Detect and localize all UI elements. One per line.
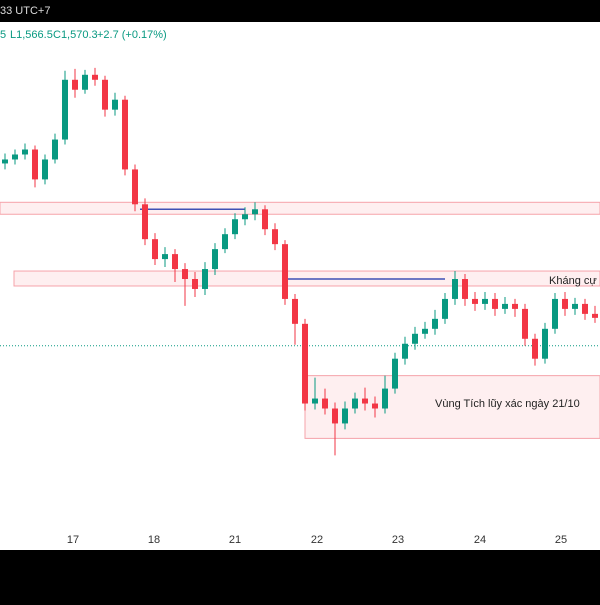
candle-body — [322, 398, 328, 409]
candle-body — [122, 99, 128, 170]
ohlc-change: +2.7 (+0.17%) — [97, 29, 167, 41]
candle-body — [22, 149, 28, 155]
candle-body — [362, 398, 368, 404]
candle-body — [292, 298, 298, 324]
candle-body — [192, 279, 198, 289]
candle-body — [42, 159, 48, 180]
candle-body — [242, 214, 248, 220]
candle-body — [342, 408, 348, 424]
candle-body — [102, 79, 108, 110]
candle-body — [282, 244, 288, 299]
candle-body — [542, 328, 548, 359]
candle-body — [52, 139, 58, 160]
candle-body — [32, 149, 38, 180]
candle-body — [372, 403, 378, 409]
x-tick-label: 25 — [555, 534, 567, 546]
candle-body — [272, 229, 278, 245]
ohlc-open: 5 — [0, 29, 6, 41]
x-tick-label: 24 — [474, 534, 486, 546]
ohlc-low: L1,566.5 — [10, 29, 53, 41]
candle-body — [332, 408, 338, 424]
candle-body — [212, 249, 218, 270]
candle-body — [492, 298, 498, 309]
candle-body — [312, 398, 318, 404]
x-tick-label: 17 — [67, 534, 79, 546]
candle-body — [222, 234, 228, 250]
zone — [0, 201, 600, 215]
candle-body — [462, 279, 468, 299]
ohlc-close: C1,570.3 — [53, 29, 98, 41]
candle-body — [562, 298, 568, 309]
candle-body — [2, 159, 8, 164]
candle-body — [552, 298, 558, 329]
candle-body — [152, 239, 158, 260]
candle-body — [522, 308, 528, 339]
candle-body — [172, 254, 178, 270]
candle-body — [302, 323, 308, 404]
candle-body — [382, 388, 388, 409]
candle-body — [482, 298, 488, 304]
candle-body — [182, 269, 188, 280]
candle-body — [12, 154, 18, 160]
candle-body — [402, 343, 408, 359]
candle-body — [432, 318, 438, 329]
candle-body — [472, 298, 478, 304]
candle-body — [582, 303, 588, 314]
x-tick-label: 21 — [229, 534, 241, 546]
zone-label: Vùng Tích lũy xác ngày 21/10 — [435, 398, 580, 410]
candle-body — [592, 313, 598, 318]
candle-body — [392, 358, 398, 389]
candle-body — [352, 398, 358, 409]
x-tick-label: 23 — [392, 534, 404, 546]
candle-body — [132, 169, 138, 205]
candle-body — [262, 209, 268, 230]
candle-body — [572, 303, 578, 309]
time-label: 33 UTC+7 — [0, 5, 50, 17]
candle-body — [82, 74, 88, 90]
candle-body — [62, 79, 68, 140]
candle-body — [112, 99, 118, 110]
candle-body — [502, 303, 508, 309]
candle-body — [142, 204, 148, 240]
candle-body — [252, 209, 258, 215]
candle-body — [452, 279, 458, 299]
candle-body — [72, 79, 78, 90]
candle-body — [532, 338, 538, 359]
candle-body — [202, 269, 208, 289]
candle-body — [92, 74, 98, 80]
candle-body — [412, 333, 418, 344]
candle-body — [442, 298, 448, 319]
zone-label: Kháng cự — [549, 275, 597, 287]
candle-body — [232, 219, 238, 235]
candle-body — [422, 328, 428, 334]
x-tick-label: 18 — [148, 534, 160, 546]
x-tick-label: 22 — [311, 534, 323, 546]
candle-body — [512, 303, 518, 309]
candle-body — [162, 254, 168, 260]
